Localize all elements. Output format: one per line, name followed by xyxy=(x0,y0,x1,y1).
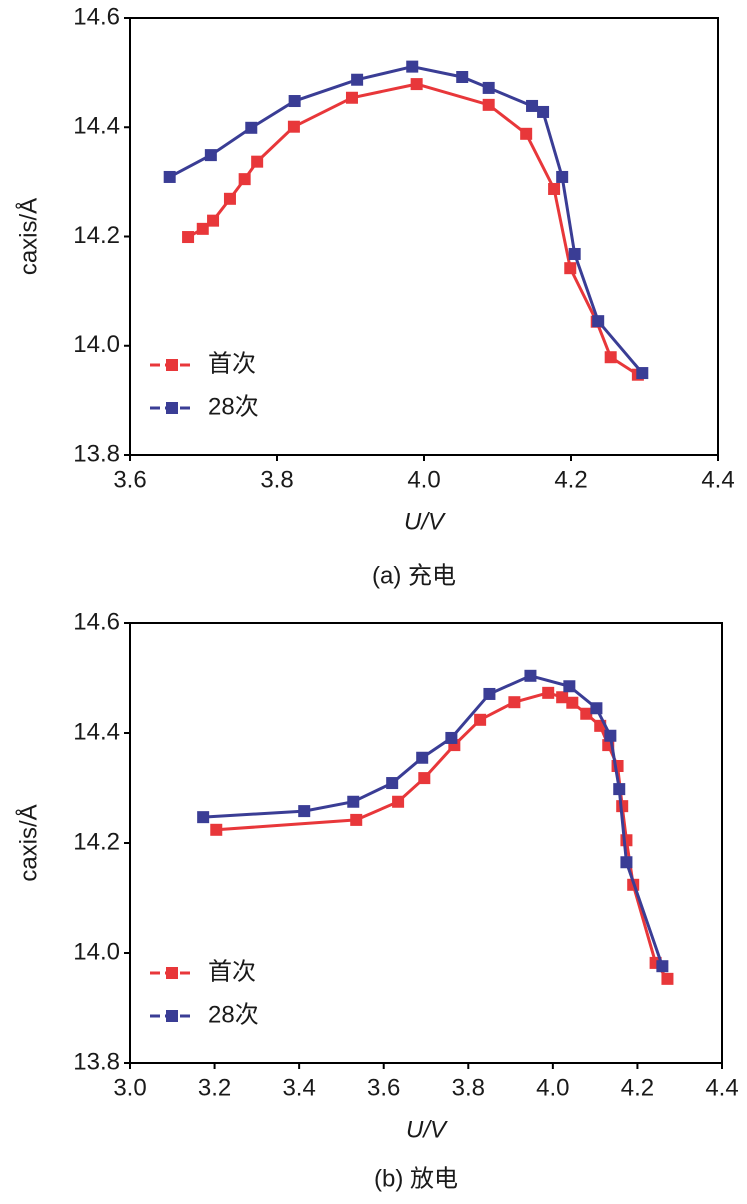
data-point xyxy=(163,170,176,183)
y-tick-label: 14.2 xyxy=(73,222,120,249)
data-point xyxy=(537,105,550,118)
data-point xyxy=(636,367,649,380)
data-point xyxy=(592,315,605,328)
data-point xyxy=(620,834,633,847)
legend-label: 28次 xyxy=(208,1001,259,1028)
y-tick-label: 14.6 xyxy=(73,608,120,635)
x-tick-label: 4.0 xyxy=(407,466,440,493)
data-point xyxy=(661,972,674,985)
legend-label: 首次 xyxy=(208,350,256,377)
data-point xyxy=(210,823,223,836)
series-line xyxy=(216,691,669,980)
series-line xyxy=(203,674,664,967)
data-point xyxy=(524,669,537,682)
data-point xyxy=(288,95,301,108)
data-point xyxy=(245,121,258,134)
x-tick-label: 3.8 xyxy=(260,466,293,493)
data-point xyxy=(508,696,521,709)
data-point xyxy=(566,696,579,709)
data-point xyxy=(580,707,593,720)
x-tick-label: 4.2 xyxy=(621,1074,654,1101)
data-point xyxy=(416,751,429,764)
series-line xyxy=(168,65,644,375)
data-point xyxy=(526,99,539,112)
data-point xyxy=(556,691,569,704)
y-tick-label: 13.8 xyxy=(73,440,120,467)
legend-marker xyxy=(166,402,178,414)
data-point xyxy=(207,214,220,227)
data-point xyxy=(482,98,495,111)
x-tick-label: 4.4 xyxy=(705,1074,738,1101)
data-point xyxy=(445,731,458,744)
data-point xyxy=(410,78,423,91)
x-tick-label: 3.4 xyxy=(282,1074,315,1101)
data-point xyxy=(613,783,626,796)
data-point xyxy=(406,60,419,73)
data-point xyxy=(182,231,195,244)
plot-frame xyxy=(129,17,719,456)
data-point xyxy=(392,795,405,808)
x-tick-label: 3.6 xyxy=(113,466,146,493)
data-point xyxy=(563,680,576,693)
y-tick-label: 14.2 xyxy=(73,828,120,855)
data-point xyxy=(474,713,487,726)
data-point xyxy=(418,772,431,785)
data-point xyxy=(298,805,311,818)
x-tick-label: 4.4 xyxy=(701,466,734,493)
data-point xyxy=(251,155,264,168)
data-point xyxy=(456,70,469,83)
data-point xyxy=(656,960,669,973)
y-tick-label: 14.0 xyxy=(73,331,120,358)
legend-marker xyxy=(166,967,178,979)
data-point xyxy=(568,247,581,260)
y-tick-label: 14.0 xyxy=(73,938,120,965)
data-point xyxy=(620,856,633,869)
x-tick-label: 3.0 xyxy=(113,1074,146,1101)
x-tick-label: 3.2 xyxy=(198,1074,231,1101)
data-point xyxy=(556,170,569,183)
data-point xyxy=(564,262,577,275)
data-point xyxy=(604,351,617,364)
data-point xyxy=(482,81,495,94)
data-point xyxy=(347,795,360,808)
data-point xyxy=(604,729,617,742)
y-axis-label: caxis/Å xyxy=(14,198,42,275)
data-point xyxy=(223,192,236,205)
data-point xyxy=(590,702,603,715)
series-line xyxy=(187,82,639,376)
x-tick-label: 3.8 xyxy=(452,1074,485,1101)
plot-frame xyxy=(129,622,723,1064)
x-axis-label: U/V xyxy=(404,508,446,535)
legend-label: 28次 xyxy=(208,393,259,420)
x-tick-label: 4.0 xyxy=(536,1074,569,1101)
data-point xyxy=(204,149,217,162)
data-point xyxy=(350,813,363,826)
data-point xyxy=(386,777,399,790)
data-point xyxy=(520,127,533,140)
y-tick-label: 14.4 xyxy=(73,718,120,745)
legend-marker xyxy=(166,359,178,371)
x-tick-label: 4.2 xyxy=(554,466,587,493)
data-point xyxy=(542,686,555,699)
y-axis-label: caxis/Å xyxy=(14,804,42,881)
y-tick-label: 13.8 xyxy=(73,1048,120,1075)
y-tick-label: 14.4 xyxy=(73,113,120,140)
legend-label: 首次 xyxy=(208,958,256,985)
data-point xyxy=(345,91,358,104)
data-point xyxy=(483,687,496,700)
y-tick-label: 14.6 xyxy=(73,3,120,30)
x-axis-label: U/V xyxy=(406,1116,448,1143)
legend-marker xyxy=(166,1010,178,1022)
data-point xyxy=(196,222,209,235)
data-point xyxy=(548,182,561,195)
x-tick-label: 3.6 xyxy=(367,1074,400,1101)
data-point xyxy=(238,173,251,186)
chart-title: (a) 充电 xyxy=(372,562,456,589)
data-point xyxy=(287,120,300,133)
data-point xyxy=(351,73,364,86)
chart-title: (b) 放电 xyxy=(374,1165,458,1192)
data-point xyxy=(197,811,210,824)
